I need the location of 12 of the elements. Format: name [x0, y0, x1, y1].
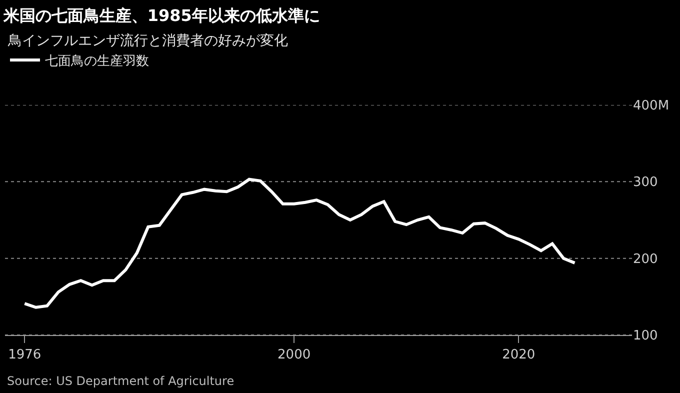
x-tick-label: 2020 [502, 348, 536, 363]
x-tick-label: 2000 [278, 348, 311, 363]
chart-title: 米国の七面鳥生産、1985年以来の低水準に [2, 6, 320, 26]
y-tick-label: 200 [633, 252, 658, 267]
y-tick-label: 300 [633, 175, 658, 190]
legend-label: 七面鳥の生産羽数 [45, 53, 149, 70]
y-tick-label: 100 [633, 328, 658, 344]
source-note: Source: US Department of Agriculture [7, 374, 234, 388]
x-tick-label: 1976 [8, 348, 42, 363]
chart-subtitle: 鳥インフルエンザ流行と消費者の好みが変化 [7, 33, 288, 49]
line-series [23, 178, 576, 309]
y-tick-label: 400M [633, 98, 670, 114]
